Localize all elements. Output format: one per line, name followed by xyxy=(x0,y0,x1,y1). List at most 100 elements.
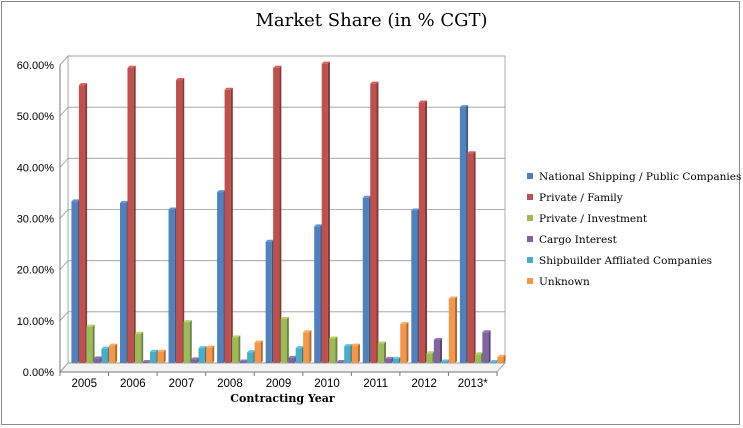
bar xyxy=(224,89,231,364)
x-tick-label: 2008 xyxy=(217,378,243,390)
y-gridline-side xyxy=(59,158,69,168)
bar-top xyxy=(411,208,420,211)
bar-side xyxy=(286,316,289,363)
bar-side xyxy=(406,322,409,363)
bar-side xyxy=(440,337,443,363)
bar-top xyxy=(489,359,499,362)
bar xyxy=(303,332,310,363)
bar-side xyxy=(133,65,136,363)
legend-label: Unknown xyxy=(539,276,590,288)
x-tick-label: 2006 xyxy=(120,378,146,390)
bar-top xyxy=(482,330,491,333)
chart-title: Market Share (in % CGT) xyxy=(255,10,488,31)
bar-side xyxy=(141,331,144,363)
bar-side xyxy=(182,78,185,363)
bar-top xyxy=(254,340,263,343)
bar xyxy=(78,85,86,363)
bar-side xyxy=(115,343,118,363)
bar-top xyxy=(86,324,95,327)
bar-top xyxy=(314,224,323,227)
bar-top xyxy=(149,349,159,352)
bar xyxy=(351,345,358,363)
bar-top xyxy=(362,195,371,198)
bar xyxy=(134,333,142,363)
legend-label: Cargo Interest xyxy=(539,234,617,246)
x-axis-title: Contracting Year xyxy=(230,392,335,405)
bar-top xyxy=(239,359,248,362)
bar-side xyxy=(383,341,386,363)
legend-label: Private / Family xyxy=(539,192,623,204)
y-gridline-side xyxy=(59,260,69,270)
bar-top xyxy=(247,350,256,353)
bar-top xyxy=(119,200,129,203)
bar xyxy=(474,354,482,363)
bar xyxy=(392,358,399,363)
bar-top xyxy=(224,87,233,90)
bar-top xyxy=(168,207,177,210)
bar xyxy=(385,358,392,363)
bar-top xyxy=(474,352,484,355)
legend-label: National Shipping / Public Companies xyxy=(539,171,742,183)
bar-side xyxy=(503,354,506,363)
bar-top xyxy=(183,320,192,323)
legend-swatch xyxy=(527,278,533,284)
bar xyxy=(86,326,93,363)
bar xyxy=(377,343,384,363)
bar-side xyxy=(238,335,241,363)
bar-top xyxy=(71,199,80,202)
bar-top xyxy=(101,346,110,349)
bar xyxy=(344,346,351,363)
bar-top xyxy=(217,190,226,193)
bar-side xyxy=(92,324,95,363)
bar-top xyxy=(392,356,401,359)
bar-top xyxy=(321,61,330,64)
bar xyxy=(467,153,474,363)
bar xyxy=(93,358,101,363)
bar-top xyxy=(157,349,166,352)
bar xyxy=(336,361,343,363)
bar-side xyxy=(189,320,192,363)
bar-top xyxy=(108,343,118,346)
bar xyxy=(411,210,418,363)
bar-top xyxy=(441,359,450,362)
bar xyxy=(176,80,183,363)
bar-top xyxy=(385,356,394,359)
bar xyxy=(127,67,134,363)
bar xyxy=(101,348,108,363)
bar xyxy=(329,338,336,363)
bar xyxy=(183,322,190,363)
bar-side xyxy=(279,65,282,363)
bar-top xyxy=(467,151,476,154)
bar-side xyxy=(309,330,312,363)
bar xyxy=(426,353,433,363)
y-tick-label: 30.00% xyxy=(17,214,55,226)
legend-item: Private / Family xyxy=(527,188,741,209)
bar-top xyxy=(198,346,207,349)
y-gridline-side xyxy=(59,55,69,66)
bar-top xyxy=(127,65,136,68)
bar-top xyxy=(459,105,469,108)
bar xyxy=(280,318,287,363)
bar-side xyxy=(327,61,330,364)
bar xyxy=(489,361,497,363)
legend-swatch xyxy=(527,215,533,221)
bar xyxy=(314,226,321,363)
bar-side xyxy=(260,340,263,363)
bar-side xyxy=(488,330,491,363)
bar-top xyxy=(295,346,304,349)
bar xyxy=(254,342,261,363)
bar-top xyxy=(377,341,386,344)
x-tick-label: 2005 xyxy=(71,378,97,390)
bar-top xyxy=(351,343,360,346)
bar xyxy=(288,357,295,363)
bar xyxy=(198,348,205,363)
bar xyxy=(482,332,489,363)
bar xyxy=(497,356,504,363)
legend-item: Unknown xyxy=(527,272,741,293)
legend-label: Shipbuilder Affliated Companies xyxy=(539,255,713,267)
bar-top xyxy=(206,345,215,348)
legend-swatch xyxy=(527,173,533,179)
chart-legend: National Shipping / Public Companies Priv… xyxy=(527,167,741,293)
y-gridline-side xyxy=(59,106,69,117)
bar xyxy=(217,192,224,363)
